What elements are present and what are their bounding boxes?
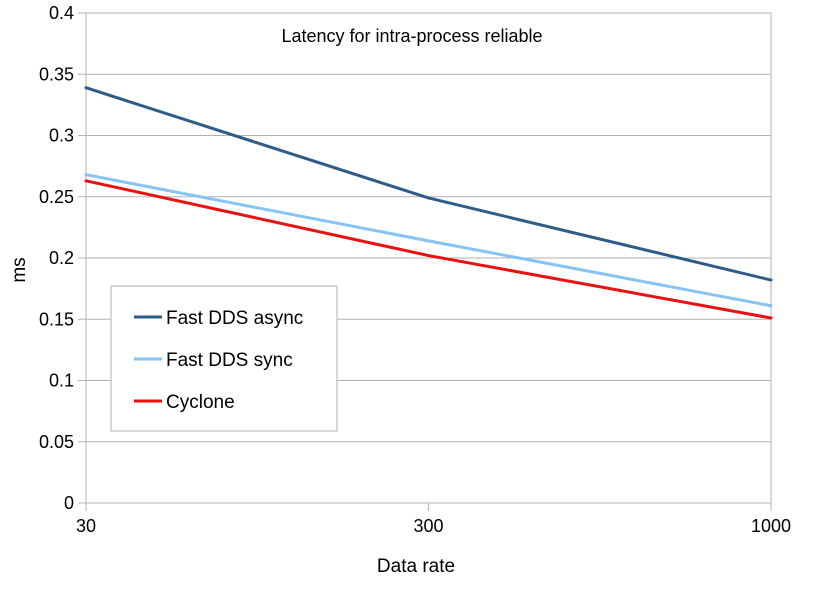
x-tick-label: 30 (76, 516, 96, 536)
y-axis-title: ms (9, 257, 30, 282)
legend-label: Cyclone (166, 392, 235, 413)
y-tick-label: 0.1 (49, 371, 74, 391)
x-axis: 30 300 1000 (76, 503, 791, 536)
data-point (769, 304, 773, 308)
y-tick-label: 0.15 (39, 309, 74, 329)
data-point (84, 179, 88, 183)
data-point (427, 196, 430, 200)
y-tick-label: 0.3 (49, 126, 74, 146)
legend-label: Fast DDS sync (166, 350, 293, 371)
x-axis-title: Data rate (377, 556, 455, 577)
y-tick-label: 0.4 (49, 3, 74, 23)
plot-frame (85, 12, 772, 504)
y-tick-label: 0.25 (39, 187, 74, 207)
y-tick-label: 0.2 (49, 248, 74, 268)
y-tick-label: 0.35 (39, 64, 74, 84)
x-tick-label: 1000 (751, 516, 791, 536)
series-line-0 (85, 86, 772, 282)
series-lines (84, 86, 773, 320)
y-tick-label: 0.05 (39, 432, 74, 452)
data-point (427, 239, 430, 243)
data-point (84, 86, 88, 90)
x-tick-label: 300 (413, 516, 443, 536)
data-point (769, 278, 773, 282)
y-axis: 0 0.05 0.1 0.15 0.2 0.25 0.3 0.35 0.4 (39, 3, 86, 513)
legend-label: Fast DDS async (166, 308, 303, 329)
chart-title: Latency for intra-process reliable (281, 26, 542, 46)
data-point (84, 173, 88, 177)
data-point (769, 316, 773, 320)
legend: Fast DDS async Fast DDS sync Cyclone (110, 285, 338, 432)
data-point (427, 254, 430, 258)
y-tick-label: 0 (64, 493, 74, 513)
